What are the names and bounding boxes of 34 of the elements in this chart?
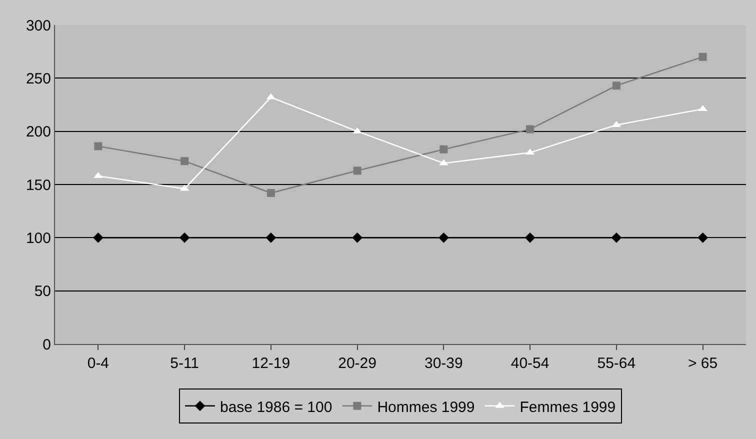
point bbox=[438, 232, 449, 243]
x-tick-label: 5-11 bbox=[170, 355, 200, 372]
point bbox=[266, 189, 275, 198]
x-tick-label: 40-54 bbox=[510, 355, 550, 372]
x-tick-label: 20-29 bbox=[338, 355, 376, 372]
y-tick-label: 50 bbox=[34, 283, 51, 300]
point bbox=[612, 82, 620, 90]
point bbox=[94, 142, 102, 150]
point bbox=[352, 232, 363, 243]
point bbox=[92, 232, 104, 243]
point bbox=[179, 232, 190, 243]
point bbox=[440, 145, 448, 154]
point bbox=[266, 232, 276, 243]
point bbox=[611, 232, 622, 243]
point bbox=[698, 232, 708, 243]
y-tick-label: 200 bbox=[26, 124, 51, 141]
y-tick-label: 150 bbox=[26, 176, 51, 194]
point bbox=[698, 52, 707, 61]
legend-label: Femmes 1999 bbox=[520, 398, 616, 416]
y-tick-label: 300 bbox=[26, 17, 51, 34]
x-tick-label: 30-39 bbox=[424, 355, 463, 372]
point bbox=[526, 125, 534, 134]
x-tick-label: 12-19 bbox=[252, 355, 290, 372]
y-tick-label: 0 bbox=[42, 336, 51, 354]
x-tick-label: 55-64 bbox=[597, 355, 636, 372]
point bbox=[353, 166, 362, 175]
point bbox=[524, 232, 536, 243]
legend-label: base 1986 = 100 bbox=[220, 398, 332, 416]
y-tick-label: 250 bbox=[26, 70, 51, 88]
legend-label: Hommes 1999 bbox=[377, 398, 475, 416]
y-tick-label: 100 bbox=[26, 230, 51, 247]
x-tick-label: > 65 bbox=[688, 355, 718, 372]
x-tick-label: 0-4 bbox=[87, 355, 110, 372]
point bbox=[180, 157, 189, 166]
